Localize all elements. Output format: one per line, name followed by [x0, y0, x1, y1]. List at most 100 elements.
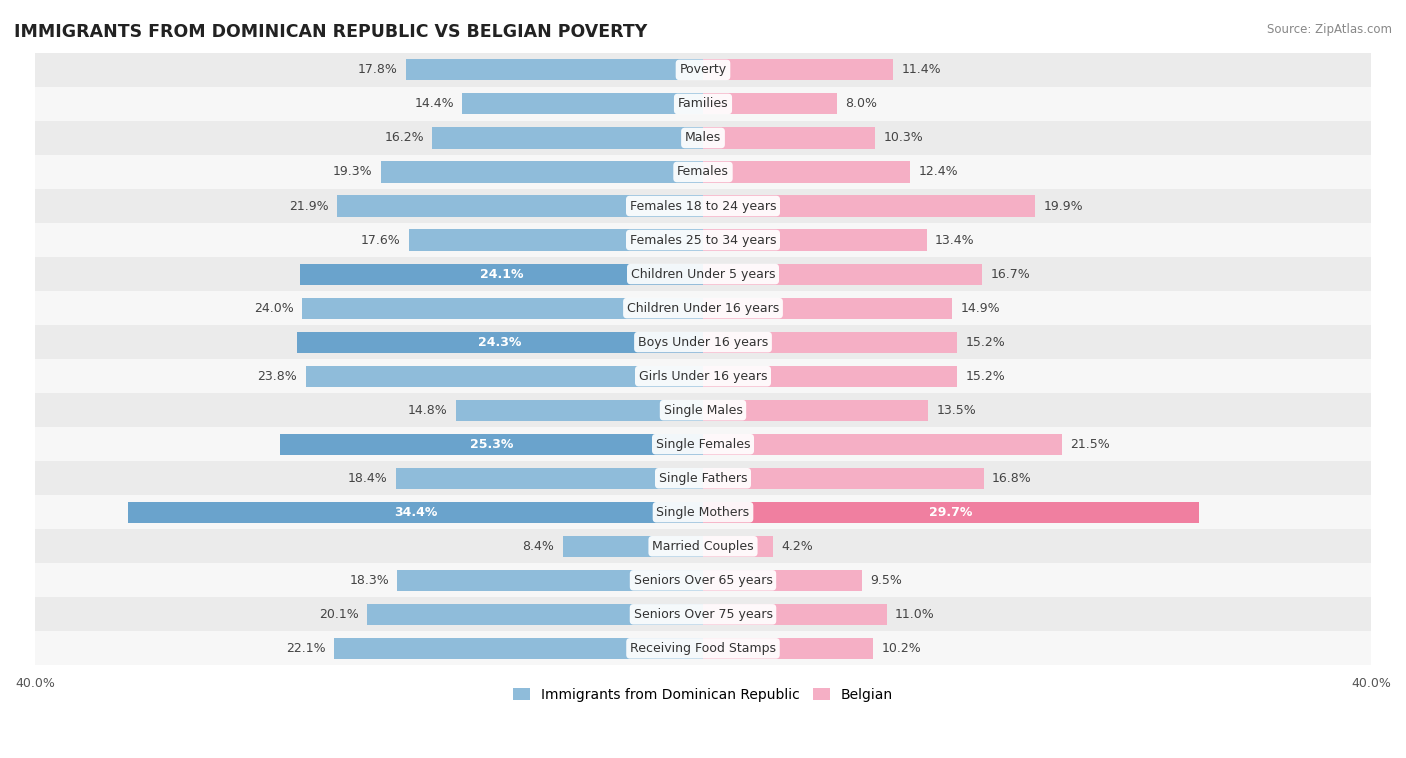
- Text: Single Females: Single Females: [655, 437, 751, 451]
- Bar: [35, 359, 1371, 393]
- Bar: [35, 631, 1371, 666]
- Bar: [337, 196, 703, 217]
- Legend: Immigrants from Dominican Republic, Belgian: Immigrants from Dominican Republic, Belg…: [508, 682, 898, 707]
- Bar: [301, 264, 703, 284]
- Bar: [703, 536, 773, 557]
- Text: Families: Families: [678, 98, 728, 111]
- Bar: [703, 434, 1062, 455]
- Text: 24.3%: 24.3%: [478, 336, 522, 349]
- Text: 16.2%: 16.2%: [384, 131, 425, 145]
- Text: 12.4%: 12.4%: [918, 165, 957, 178]
- Bar: [395, 468, 703, 489]
- Text: 21.9%: 21.9%: [290, 199, 329, 212]
- Bar: [35, 563, 1371, 597]
- Bar: [297, 331, 703, 352]
- Bar: [35, 257, 1371, 291]
- Text: 18.4%: 18.4%: [347, 471, 387, 484]
- Text: 13.5%: 13.5%: [936, 404, 977, 417]
- Text: IMMIGRANTS FROM DOMINICAN REPUBLIC VS BELGIAN POVERTY: IMMIGRANTS FROM DOMINICAN REPUBLIC VS BE…: [14, 23, 647, 41]
- Bar: [703, 468, 984, 489]
- Text: 14.9%: 14.9%: [960, 302, 1000, 315]
- Text: 4.2%: 4.2%: [782, 540, 813, 553]
- Bar: [703, 604, 887, 625]
- Bar: [35, 291, 1371, 325]
- Bar: [35, 529, 1371, 563]
- Bar: [703, 365, 957, 387]
- Text: 14.8%: 14.8%: [408, 404, 447, 417]
- Text: Females 25 to 34 years: Females 25 to 34 years: [630, 233, 776, 246]
- Bar: [562, 536, 703, 557]
- Text: 40.0%: 40.0%: [1351, 677, 1391, 691]
- Text: 21.5%: 21.5%: [1070, 437, 1111, 451]
- Text: 14.4%: 14.4%: [415, 98, 454, 111]
- Text: 24.1%: 24.1%: [479, 268, 523, 280]
- Bar: [302, 298, 703, 318]
- Text: Females 18 to 24 years: Females 18 to 24 years: [630, 199, 776, 212]
- Bar: [35, 223, 1371, 257]
- Text: 16.8%: 16.8%: [993, 471, 1032, 484]
- Bar: [703, 127, 875, 149]
- Bar: [280, 434, 703, 455]
- Text: Girls Under 16 years: Girls Under 16 years: [638, 370, 768, 383]
- Text: 24.0%: 24.0%: [254, 302, 294, 315]
- Text: 11.0%: 11.0%: [896, 608, 935, 621]
- Bar: [35, 325, 1371, 359]
- Text: 23.8%: 23.8%: [257, 370, 297, 383]
- Text: 17.8%: 17.8%: [357, 64, 398, 77]
- Text: Poverty: Poverty: [679, 64, 727, 77]
- Text: 29.7%: 29.7%: [929, 506, 973, 518]
- Bar: [703, 502, 1199, 523]
- Text: Children Under 16 years: Children Under 16 years: [627, 302, 779, 315]
- Bar: [703, 298, 952, 318]
- Text: 20.1%: 20.1%: [319, 608, 359, 621]
- Bar: [35, 189, 1371, 223]
- Bar: [398, 570, 703, 590]
- Text: Receiving Food Stamps: Receiving Food Stamps: [630, 642, 776, 655]
- Bar: [406, 59, 703, 80]
- Bar: [35, 393, 1371, 428]
- Text: 16.7%: 16.7%: [990, 268, 1031, 280]
- Text: 17.6%: 17.6%: [361, 233, 401, 246]
- Bar: [703, 264, 981, 284]
- Bar: [35, 155, 1371, 189]
- Bar: [35, 121, 1371, 155]
- Bar: [35, 428, 1371, 461]
- Bar: [433, 127, 703, 149]
- Bar: [35, 87, 1371, 121]
- Text: Females: Females: [678, 165, 728, 178]
- Text: Seniors Over 75 years: Seniors Over 75 years: [634, 608, 772, 621]
- Text: Single Fathers: Single Fathers: [659, 471, 747, 484]
- Text: Seniors Over 65 years: Seniors Over 65 years: [634, 574, 772, 587]
- Bar: [367, 604, 703, 625]
- Bar: [463, 93, 703, 114]
- Bar: [35, 53, 1371, 87]
- Bar: [703, 196, 1035, 217]
- Bar: [703, 161, 910, 183]
- Text: Married Couples: Married Couples: [652, 540, 754, 553]
- Bar: [305, 365, 703, 387]
- Text: 19.3%: 19.3%: [333, 165, 373, 178]
- Text: 25.3%: 25.3%: [470, 437, 513, 451]
- Bar: [456, 399, 703, 421]
- Text: Children Under 5 years: Children Under 5 years: [631, 268, 775, 280]
- Bar: [703, 59, 893, 80]
- Text: 19.9%: 19.9%: [1043, 199, 1084, 212]
- Text: 18.3%: 18.3%: [349, 574, 389, 587]
- Text: 8.0%: 8.0%: [845, 98, 877, 111]
- Bar: [703, 93, 837, 114]
- Text: Single Males: Single Males: [664, 404, 742, 417]
- Bar: [409, 230, 703, 251]
- Bar: [333, 637, 703, 659]
- Text: 11.4%: 11.4%: [901, 64, 942, 77]
- Text: Single Mothers: Single Mothers: [657, 506, 749, 518]
- Bar: [703, 230, 927, 251]
- Text: 10.2%: 10.2%: [882, 642, 921, 655]
- Text: Source: ZipAtlas.com: Source: ZipAtlas.com: [1267, 23, 1392, 36]
- Bar: [381, 161, 703, 183]
- Text: 15.2%: 15.2%: [965, 370, 1005, 383]
- Bar: [703, 637, 873, 659]
- Bar: [35, 461, 1371, 495]
- Bar: [703, 331, 957, 352]
- Bar: [128, 502, 703, 523]
- Text: 9.5%: 9.5%: [870, 574, 901, 587]
